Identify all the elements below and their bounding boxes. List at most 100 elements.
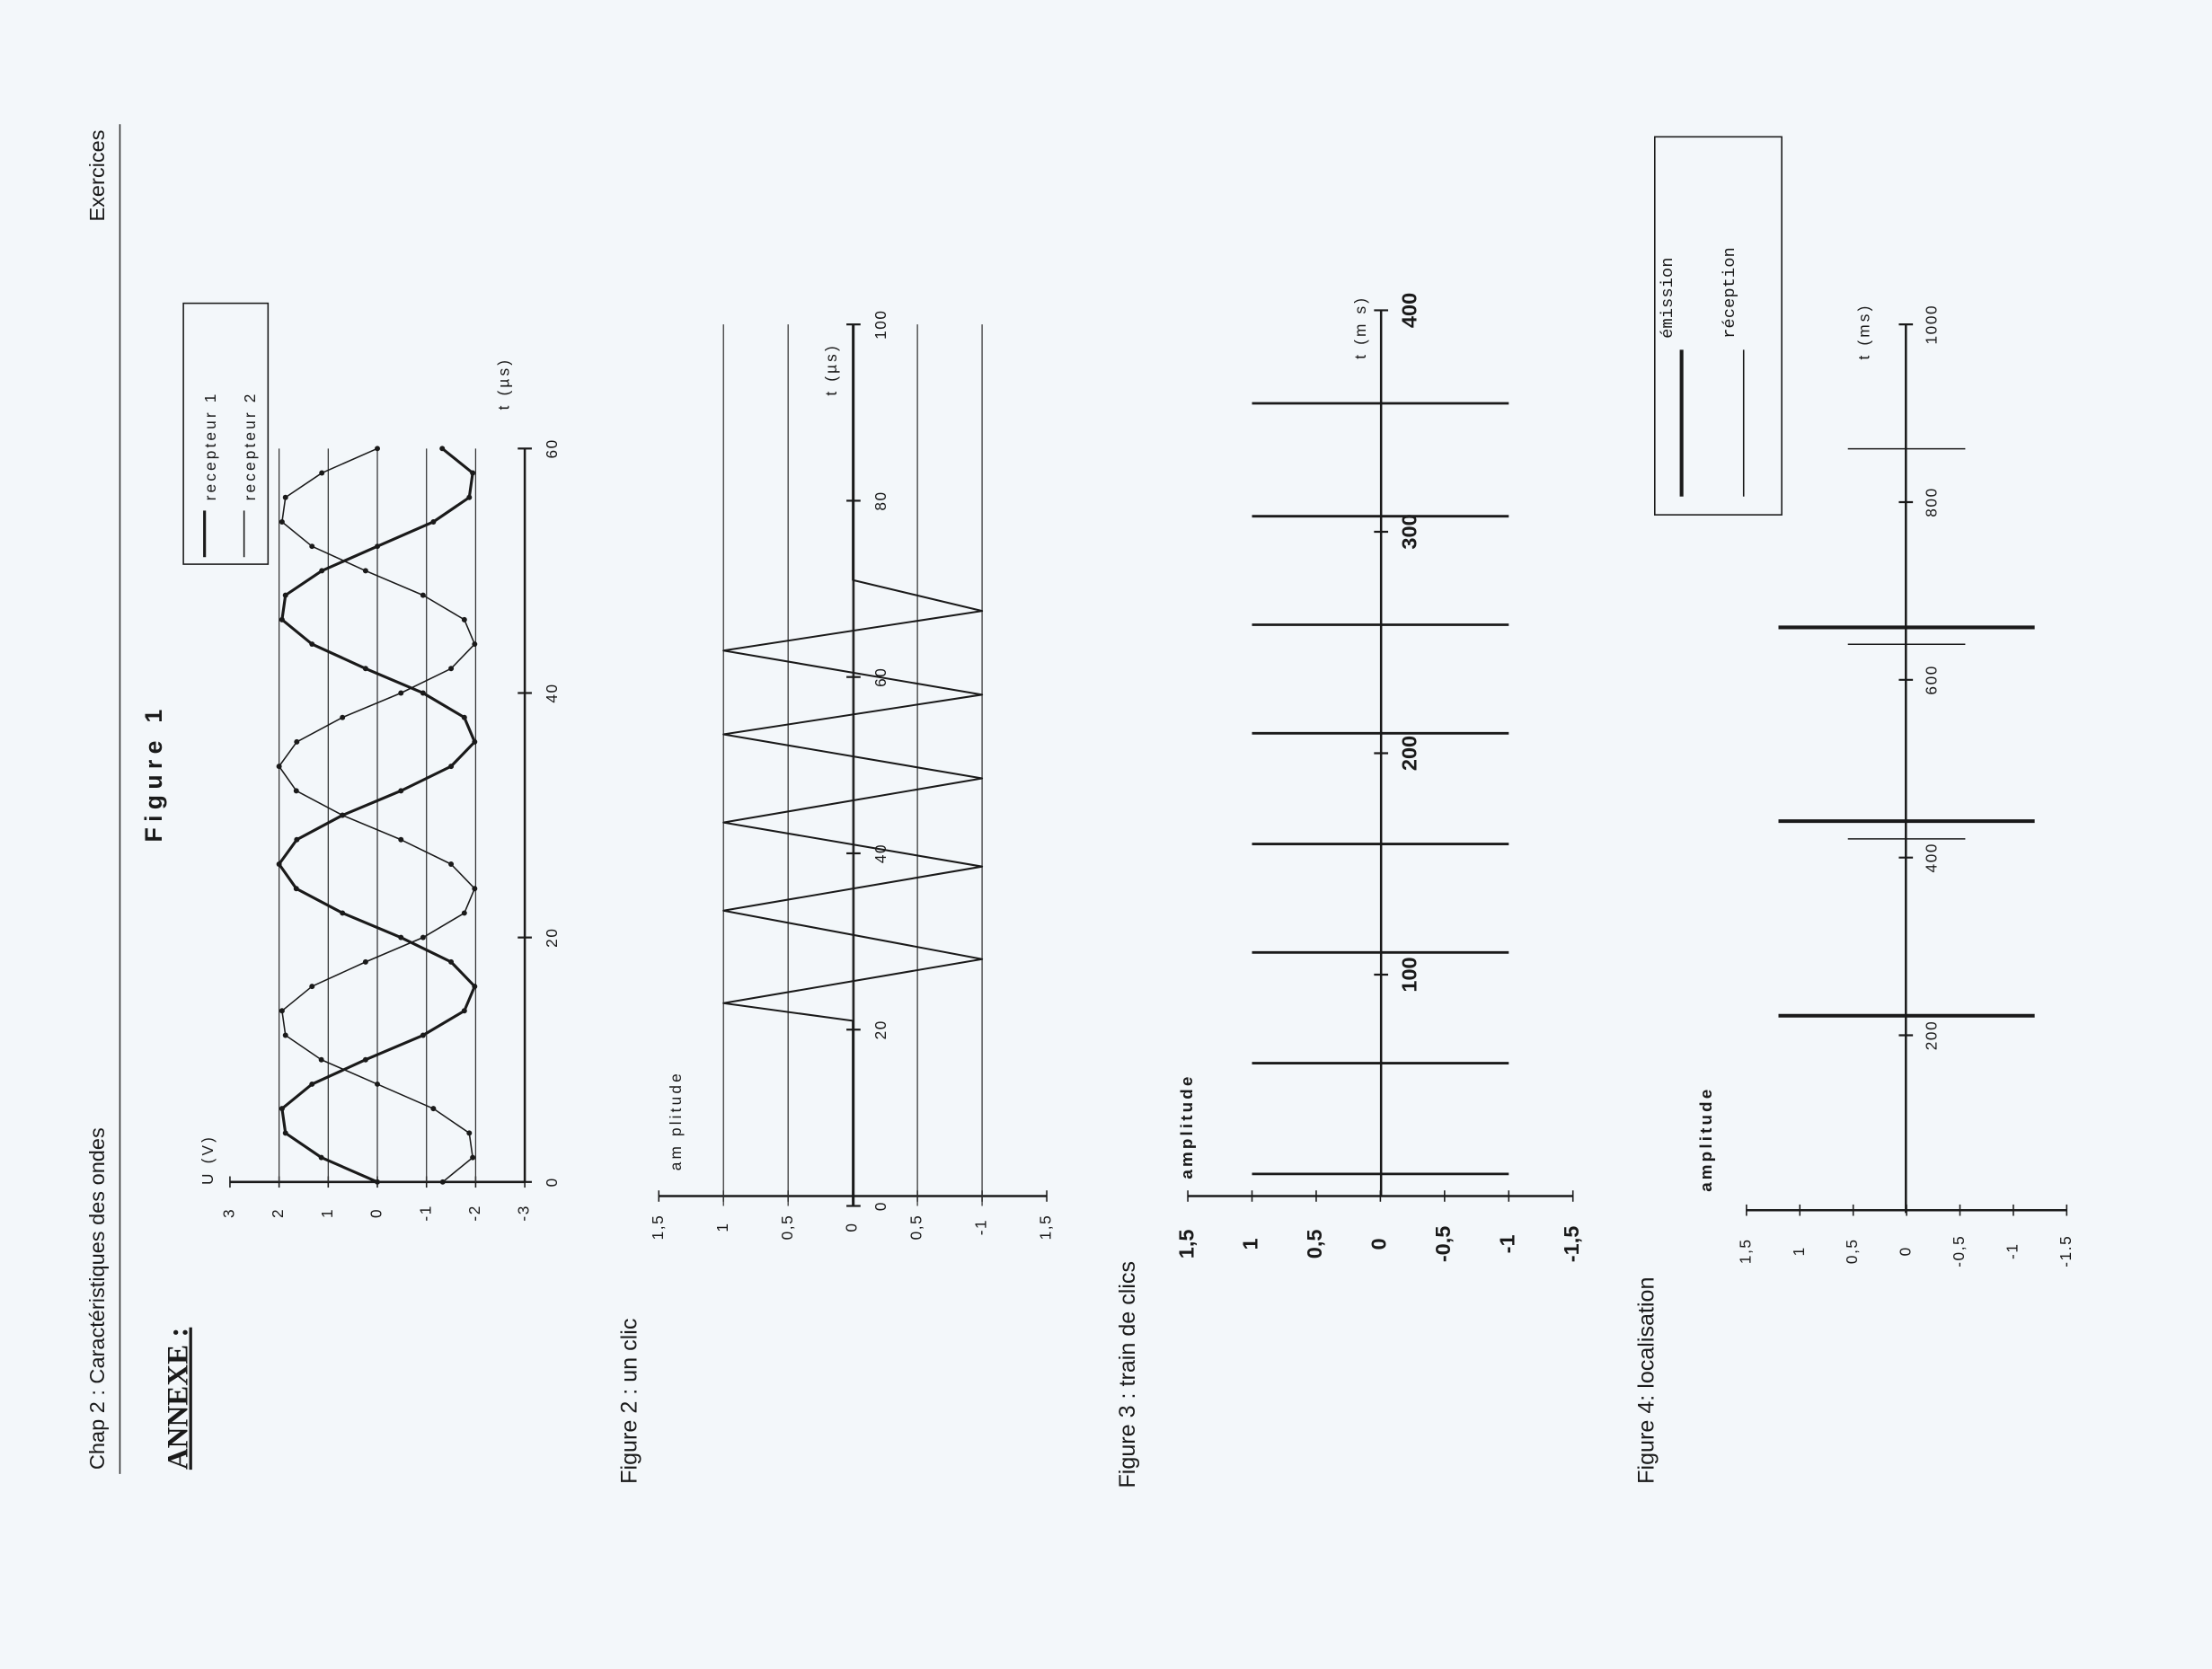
point [319, 568, 325, 574]
point [420, 934, 426, 940]
y-tick-label: 0 [367, 1208, 385, 1218]
y-tick-label: 1 [1239, 1238, 1262, 1250]
y-tick-label: 0,5 [907, 1214, 925, 1241]
y-tick-label: -0,5 [1431, 1226, 1455, 1263]
point [448, 958, 455, 965]
x-tick-label: 100 [872, 309, 889, 340]
point [398, 836, 404, 843]
x-axis-label: t (µs) [495, 358, 513, 411]
point [430, 518, 437, 525]
x-tick-label: 20 [872, 1020, 889, 1039]
section-title: Exercices [85, 129, 109, 221]
point [362, 568, 368, 574]
x-tick-label: 300 [1397, 514, 1420, 549]
figure-title: Figure 3 : train de clics [1115, 1261, 1140, 1488]
point [340, 812, 346, 818]
x-tick-label: 0 [872, 1201, 889, 1211]
point [375, 543, 380, 550]
point [420, 592, 426, 598]
point [448, 861, 455, 867]
point [309, 984, 315, 990]
point [279, 518, 285, 525]
x-tick-label: 200 [1397, 736, 1420, 771]
x-tick-label: 1000 [1923, 305, 1941, 345]
point [279, 1008, 285, 1014]
y-tick-label: 0,5 [1303, 1230, 1326, 1259]
legend-label: recepteur 2 [241, 392, 259, 501]
y-tick-label: -2 [465, 1205, 483, 1221]
point [466, 494, 473, 500]
y-tick-label: 0,5 [1843, 1238, 1861, 1264]
x-tick-label: 200 [1923, 1020, 1941, 1051]
point [318, 1056, 324, 1063]
x-tick-label: 400 [1923, 843, 1941, 873]
y-tick-label: -1,5 [1560, 1226, 1583, 1263]
x-axis-label: t (ms) [1854, 304, 1872, 360]
y-tick-label: -1.5 [2057, 1235, 2075, 1267]
x-tick-label: 60 [543, 438, 561, 458]
series-line [722, 324, 984, 1206]
point [472, 738, 478, 745]
point [439, 446, 446, 452]
point [470, 470, 476, 476]
chapter-title: Chap 2 : Caractéristiques des ondes [85, 1127, 109, 1470]
point [309, 1081, 315, 1087]
point [293, 886, 299, 892]
point [448, 764, 455, 770]
x-tick-label: 800 [1923, 487, 1941, 517]
point [398, 788, 404, 794]
point [398, 934, 404, 940]
annex-heading: ANNEXE : [163, 1328, 195, 1470]
point [461, 616, 467, 623]
y-axis-label: U (V) [199, 1135, 217, 1185]
figure-title: Figure 4: localisation [1634, 1277, 1659, 1484]
y-tick-label: 3 [219, 1208, 237, 1218]
point [282, 494, 288, 500]
point [461, 1008, 467, 1014]
legend-box [1654, 136, 1783, 516]
legend-label: réception [1720, 247, 1739, 339]
point [472, 641, 478, 648]
point [461, 714, 467, 720]
y-tick-label: 1,5 [649, 1214, 667, 1241]
y-tick-label: 1,5 [1736, 1238, 1754, 1264]
y-tick-label: 0 [1897, 1246, 1915, 1256]
y-tick-label: -0,5 [1950, 1235, 1968, 1267]
y-tick-label: 1 [713, 1222, 731, 1232]
y-tick-label: 1,5 [1037, 1214, 1055, 1241]
point [375, 1081, 380, 1087]
point [279, 616, 285, 623]
y-tick-label: -1 [2003, 1242, 2021, 1259]
x-axis-label: t (m s) [1351, 296, 1369, 359]
point [466, 1130, 473, 1136]
y-axis-label: am plitude [667, 1071, 685, 1170]
point [472, 886, 478, 892]
x-tick-label: 600 [1923, 665, 1941, 695]
y-tick-label: -1 [416, 1205, 434, 1221]
point [340, 714, 346, 720]
point [294, 738, 300, 745]
point [276, 861, 282, 867]
y-axis-label: amplitude [1177, 1073, 1196, 1179]
x-tick-label: 0 [543, 1177, 561, 1187]
point [282, 1130, 288, 1136]
y-tick-label: 1,5 [1174, 1230, 1198, 1259]
x-tick-label: 80 [872, 490, 889, 510]
y-tick-label: -3 [515, 1205, 533, 1222]
point [375, 446, 380, 452]
point [362, 958, 368, 965]
y-tick-label: 2 [269, 1208, 287, 1218]
legend-box [182, 302, 270, 565]
y-tick-label: -1 [972, 1219, 990, 1236]
point [279, 1106, 285, 1112]
y-tick-label: 1 [318, 1208, 336, 1218]
point [319, 470, 325, 476]
point [282, 1032, 288, 1038]
legend-label: recepteur 1 [201, 392, 219, 501]
x-axis-label: t (µs) [822, 343, 840, 396]
point [439, 1179, 446, 1185]
point [448, 666, 455, 672]
y-axis-label: amplitude [1696, 1087, 1715, 1192]
